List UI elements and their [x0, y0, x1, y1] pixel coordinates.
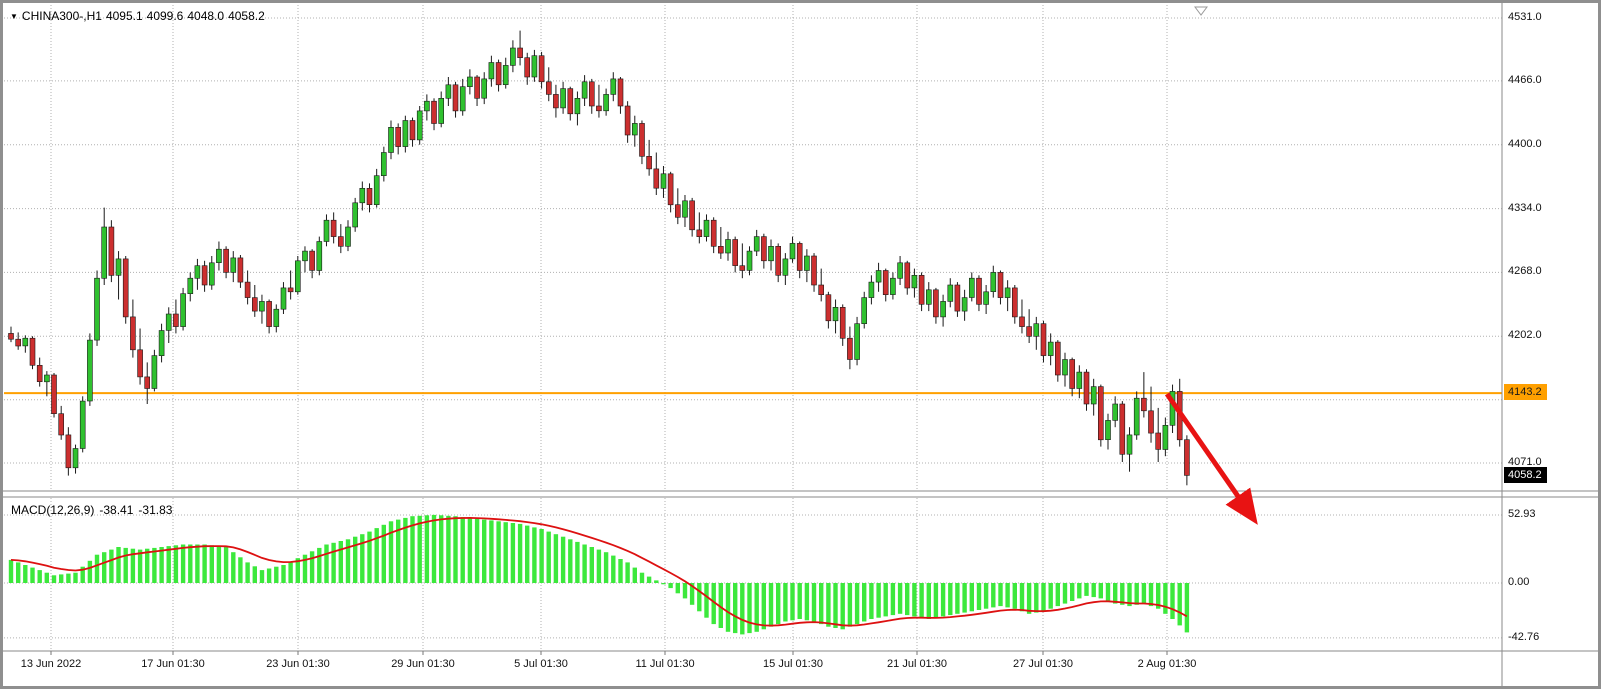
symbol-period-label: CHINA300-,H1 [21, 9, 102, 23]
time-axis-label: 21 Jul 01:30 [887, 658, 947, 670]
ohlc-high: 4099.6 [146, 9, 184, 23]
time-axis-label: 2 Aug 01:30 [1137, 658, 1197, 670]
price-axis-label: 4268.0 [1508, 265, 1542, 278]
time-axis-label: 29 Jun 01:30 [391, 658, 455, 670]
time-axis-label: 23 Jun 01:30 [266, 658, 330, 670]
macd-name: MACD(12,26,9) [11, 503, 95, 517]
macd-axis-label: 52.93 [1508, 507, 1536, 520]
macd-signal-line [10, 516, 1188, 627]
time-axis-label: 13 Jun 2022 [20, 658, 82, 670]
last-price-badge: 4058.2 [1504, 467, 1547, 484]
macd-value: -38.41 [99, 503, 134, 517]
gridlines [4, 5, 1502, 650]
macd-signal-value: -31.83 [138, 503, 173, 517]
time-axis-label: 11 Jul 01:30 [635, 658, 695, 670]
ohlc-low: 4048.0 [187, 9, 225, 23]
price-axis-label: 4202.0 [1508, 329, 1542, 342]
time-axis-ticks [50, 651, 1168, 655]
price-axis-label: 4400.0 [1508, 137, 1542, 150]
macd-indicator-label: MACD(12,26,9) -38.41 -31.83 [11, 503, 177, 517]
price-axis-label: 4071.0 [1508, 456, 1542, 468]
time-axis-label: 27 Jul 01:30 [1013, 658, 1073, 670]
price-axis-label: 4466.0 [1508, 73, 1542, 86]
macd-axis-label: -42.76 [1508, 630, 1540, 643]
time-axis-label: 17 Jun 01:30 [141, 658, 205, 670]
current-price-badge: 4143.2 [1504, 384, 1547, 401]
symbol-ohlc-label: ▼ CHINA300-,H1 4095.1 4099.6 4048.0 4058.2 [10, 9, 269, 23]
chart-canvas[interactable] [3, 3, 1598, 686]
pane-separators [3, 3, 1598, 686]
ohlc-open: 4095.1 [105, 9, 143, 23]
time-axis-label: 15 Jul 01:30 [763, 658, 823, 670]
macd-histogram [8, 514, 1190, 635]
price-axis-label: 4334.0 [1508, 201, 1542, 214]
price-axis-label: 4531.0 [1508, 11, 1542, 23]
time-axis-label: 5 Jul 01:30 [514, 658, 568, 670]
ohlc-close: 4058.2 [228, 9, 265, 23]
macd-axis-label: 0.00 [1508, 576, 1530, 588]
symbol-dropdown-icon[interactable]: ▼ [10, 12, 18, 21]
chart-shift-marker-icon[interactable] [1194, 6, 1208, 16]
trend-arrow-annotation[interactable] [1164, 392, 1258, 525]
candlestick-series [8, 30, 1190, 486]
